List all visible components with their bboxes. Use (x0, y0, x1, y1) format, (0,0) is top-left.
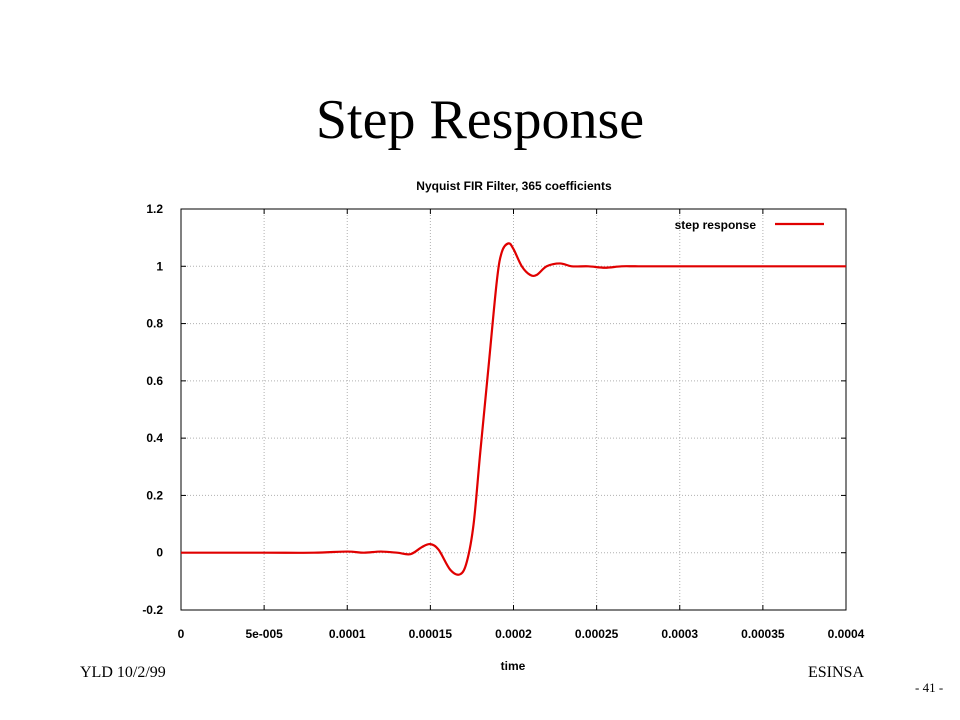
y-tick-label: 0 (156, 546, 163, 560)
x-tick-label: 0.00015 (409, 627, 453, 641)
chart-title: Nyquist FIR Filter, 365 coefficients (416, 179, 612, 193)
x-tick-label: 0.0001 (329, 627, 366, 641)
y-tick-label: 0.4 (146, 431, 163, 445)
x-tick-label: 0.0002 (495, 627, 532, 641)
x-tick-label: 0.0004 (828, 627, 865, 641)
y-tick-label: 0.8 (146, 317, 163, 331)
y-tick-label: 0.6 (146, 374, 163, 388)
x-tick-label: 0.00035 (741, 627, 785, 641)
footer-organization: ESINSA (808, 664, 865, 681)
y-tick-label: 1.2 (146, 202, 163, 216)
x-tick-label: 0.0003 (661, 627, 698, 641)
x-tick-label: 0.00025 (575, 627, 619, 641)
legend-label-step-response: step response (675, 218, 757, 232)
page-number: - 41 - (915, 680, 944, 695)
footer-date: YLD 10/2/99 (80, 664, 166, 681)
x-tick-label: 5e-005 (245, 627, 283, 641)
grid-lines (181, 209, 846, 610)
legend: step response (675, 218, 824, 232)
x-axis-label: time (501, 659, 526, 673)
y-tick-label: -0.2 (142, 603, 163, 617)
y-tick-label: 1 (156, 259, 163, 273)
slide-title: Step Response (315, 89, 645, 151)
series-line-step-response (180, 242, 846, 576)
y-tick-label: 0.2 (146, 488, 163, 502)
x-tick-label: 0 (178, 627, 185, 641)
